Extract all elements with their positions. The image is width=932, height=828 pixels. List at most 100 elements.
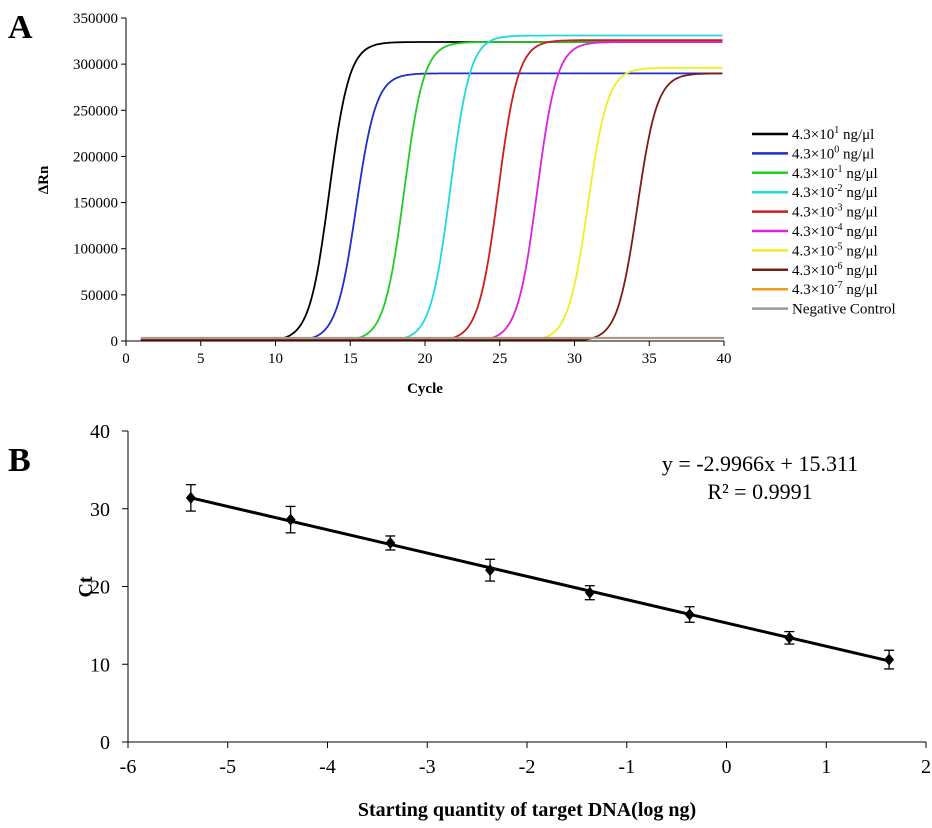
panel-b: B -6 -5 -4 -3 -2 -1 0 1 2 0 10 20 30 40 y = -2.9966x… <box>8 421 931 821</box>
panel-a-y-tick-label: 150000 <box>73 196 118 212</box>
legend-label-base: 4.3×10 <box>792 146 834 162</box>
legend-label-base: 4.3×10 <box>792 127 834 143</box>
legend-label: 4.3×100 ng/μl <box>792 144 874 162</box>
panel-a-x-tick-label: 35 <box>642 351 657 367</box>
legend-label-exponent: -5 <box>834 241 842 252</box>
legend-label: 4.3×10-1 ng/μl <box>792 164 878 182</box>
panel-a-series-line-3 <box>140 34 723 341</box>
legend-label-exponent: -6 <box>834 261 842 272</box>
panel-a-series-line-4 <box>140 39 723 341</box>
legend-label: 4.3×10-7 ng/μl <box>792 280 878 298</box>
panel-b-x-tick-label: -5 <box>219 756 236 778</box>
panel-a-x-tick-label: 15 <box>343 351 358 367</box>
legend-label-exponent: -2 <box>834 183 842 194</box>
legend-label-exponent: -3 <box>834 203 842 214</box>
legend-label: 4.3×101 ng/μl <box>792 125 874 143</box>
legend-label-base: Negative Control <box>792 302 896 318</box>
panel-a-y-axis-label: ΔRn <box>36 165 52 194</box>
panel-a-series-line-2 <box>140 41 723 341</box>
legend-label-unit: ng/μl <box>843 224 878 240</box>
panel-a-series-line-7 <box>140 72 723 341</box>
legend-label-unit: ng/μl <box>843 282 878 298</box>
panel-b-equation: y = -2.9966x + 15.311 <box>662 451 858 476</box>
legend-label: 4.3×10-4 ng/μl <box>792 222 878 240</box>
panel-b-trendline <box>190 496 890 663</box>
panel-b-letter: B <box>8 442 31 479</box>
legend-label-unit: ng/μl <box>843 263 878 279</box>
data-point-6 <box>784 631 795 644</box>
panel-a-y-tick-label: 300000 <box>73 57 118 73</box>
panel-b-x-tick-label: -3 <box>419 756 436 778</box>
panel-b-x-tick-label: -4 <box>319 756 336 778</box>
panel-a-x-tick-label: 5 <box>197 351 205 367</box>
panel-a-letter: A <box>8 9 33 46</box>
legend-label-exponent: -4 <box>834 222 842 233</box>
panel-a-x-tick-label: 40 <box>717 351 732 367</box>
panel-b-r-squared: R² = 0.9991 <box>707 479 812 504</box>
data-point-7 <box>884 653 895 666</box>
panel-a-series-line-0 <box>140 41 723 341</box>
panel-b-y-tick-label: 0 <box>100 732 110 754</box>
panel-a: A 0 5 10 15 20 25 30 35 40 050000100000150000200… <box>8 9 896 397</box>
panel-a-y-tick-label: 50000 <box>81 288 119 304</box>
panel-a-x-axis-label: Cycle <box>407 381 443 397</box>
legend-label-unit: ng/μl <box>843 185 878 201</box>
panel-b-y-tick-label: 20 <box>90 577 110 599</box>
panel-b-x-tick-label: 1 <box>821 756 831 778</box>
panel-a-x-tick-label: 0 <box>122 351 130 367</box>
legend-label: 4.3×10-6 ng/μl <box>792 261 878 279</box>
panel-b-y-axis-label: Ct <box>75 576 97 597</box>
legend-label: 4.3×10-5 ng/μl <box>792 241 878 259</box>
panel-a-amplification-curves <box>140 34 724 341</box>
data-point-2 <box>385 536 396 549</box>
panel-b-y-tick-label: 30 <box>90 499 110 521</box>
panel-a-y-tick-label: 100000 <box>73 242 118 258</box>
legend-label-base: 4.3×10 <box>792 263 834 279</box>
legend-label-unit: ng/μl <box>839 146 874 162</box>
legend-label-unit: ng/μl <box>843 205 878 221</box>
legend-label-unit: ng/μl <box>843 243 878 259</box>
panel-b-y-tick-label: 10 <box>90 654 110 676</box>
panel-b-y-ticks: 0 10 20 30 40 <box>90 421 128 754</box>
panel-a-series-line-5 <box>140 41 723 341</box>
panel-b-x-tick-label: -6 <box>120 756 137 778</box>
panel-a-y-tick-label: 200000 <box>73 149 118 165</box>
data-point-1 <box>285 513 296 526</box>
legend-label-base: 4.3×10 <box>792 243 834 259</box>
panel-a-y-tick-label: 350000 <box>73 11 118 27</box>
data-point-5 <box>684 608 695 621</box>
panel-b-x-tick-label: -1 <box>618 756 635 778</box>
legend-label: Negative Control <box>792 302 896 318</box>
legend-label-exponent: 0 <box>834 144 839 155</box>
data-point-4 <box>584 586 595 599</box>
panel-a-y-tick-label: 0 <box>111 334 119 350</box>
panel-b-x-axis-label: Starting quantity of target DNA(log ng) <box>358 799 696 821</box>
legend-label-exponent: 1 <box>834 125 839 136</box>
legend-label-exponent: -1 <box>834 164 842 175</box>
panel-b-data-points <box>185 483 895 670</box>
panel-b-y-tick-label: 40 <box>90 421 110 443</box>
panel-b-x-tick-label: 2 <box>921 756 931 778</box>
legend-label-base: 4.3×10 <box>792 224 834 240</box>
panel-a-y-ticks: 0 50000 100000 150000 200000 250000 300000 3500… <box>73 11 126 350</box>
legend-label-base: 4.3×10 <box>792 185 834 201</box>
panel-a-x-tick-label: 20 <box>418 351 433 367</box>
panel-a-x-ticks: 0 5 10 15 20 25 30 35 40 <box>122 341 732 367</box>
panel-a-y-tick-label: 250000 <box>73 103 118 119</box>
panel-b-x-tick-label: 0 <box>722 756 732 778</box>
legend-label: 4.3×10-2 ng/μl <box>792 183 878 201</box>
legend-label-unit: ng/μl <box>843 166 878 182</box>
legend-label-base: 4.3×10 <box>792 166 834 182</box>
data-point-3 <box>485 564 496 577</box>
panel-a-x-tick-label: 30 <box>567 351 582 367</box>
panel-a-x-tick-label: 10 <box>268 351 283 367</box>
legend-label-exponent: -7 <box>834 280 842 291</box>
legend-label-base: 4.3×10 <box>792 282 834 298</box>
legend-label: 4.3×10-3 ng/μl <box>792 203 878 221</box>
panel-a-legend: 4.3×101 ng/μl4.3×100 ng/μl4.3×10-1 ng/μl… <box>752 125 896 318</box>
panel-b-x-tick-label: -2 <box>519 756 536 778</box>
data-point-0 <box>185 491 196 504</box>
legend-label-unit: ng/μl <box>839 127 874 143</box>
panel-b-x-ticks: -6 -5 -4 -3 -2 -1 0 1 2 <box>120 742 931 778</box>
